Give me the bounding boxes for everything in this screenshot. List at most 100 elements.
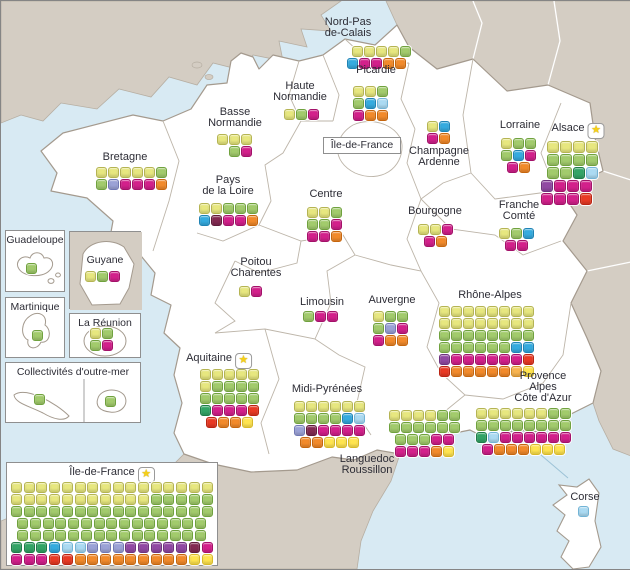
region-label-rhone-alpes: Rhône-Alpes xyxy=(458,290,522,301)
corsica-outline xyxy=(552,478,602,569)
region-label-bretagne: Bretagne xyxy=(103,152,148,163)
data-square-magenta xyxy=(507,162,518,173)
data-square-pale-yellow xyxy=(560,141,572,153)
data-square-magenta xyxy=(201,542,213,553)
data-square-pale-yellow xyxy=(112,494,124,505)
data-square-pale-yellow xyxy=(199,203,210,214)
data-square-green xyxy=(90,340,101,351)
data-square-magenta xyxy=(517,240,528,251)
data-square-orange xyxy=(99,554,111,565)
data-square-pale-yellow xyxy=(499,318,510,329)
data-square-green xyxy=(118,530,130,541)
data-square-magenta xyxy=(132,179,143,190)
data-square-orange xyxy=(112,554,124,565)
data-square-bright-yellow xyxy=(201,554,213,565)
data-square-green xyxy=(487,342,498,353)
data-square-pale-yellow xyxy=(586,141,598,153)
region-label-line: Lorraine xyxy=(499,119,541,131)
data-square-pale-yellow xyxy=(463,318,474,329)
data-square-teal-green xyxy=(23,542,35,553)
data-square-pale-yellow xyxy=(138,482,149,493)
data-square-magenta xyxy=(524,432,535,443)
data-square-pale-yellow xyxy=(125,482,137,493)
region-label-line: Auvergne xyxy=(368,294,416,306)
inset-label-guyane: Guyane xyxy=(86,254,124,266)
data-square-pale-yellow xyxy=(87,482,99,493)
data-square-green xyxy=(150,494,162,505)
data-square-pale-yellow xyxy=(354,401,365,412)
data-square-green xyxy=(294,413,305,424)
region-label-nord-pas-de-calais: Nord-Pas de-Calais xyxy=(325,17,371,39)
data-square-green xyxy=(499,330,510,341)
data-square-magenta xyxy=(327,311,338,322)
data-square-magenta xyxy=(223,215,234,226)
data-square-pale-yellow xyxy=(547,141,559,153)
data-square-green xyxy=(511,228,522,239)
data-square-green xyxy=(512,420,523,431)
data-square-magenta xyxy=(443,434,454,445)
data-square-magenta xyxy=(566,180,579,192)
data-square-orange xyxy=(499,366,510,377)
data-square-orange xyxy=(385,335,396,346)
region-label-line: Corse xyxy=(570,491,600,503)
data-square-orange xyxy=(125,554,137,565)
data-square-maroon xyxy=(188,542,200,553)
data-square-green xyxy=(451,330,462,341)
data-square-orange xyxy=(397,335,408,346)
data-square-magenta xyxy=(109,271,120,282)
data-square-pale-yellow xyxy=(512,408,523,419)
data-square-green xyxy=(560,408,571,419)
data-square-light-blue xyxy=(61,542,73,553)
data-square-green xyxy=(353,98,364,109)
inset-guadeloupe: Guadeloupe xyxy=(5,230,65,292)
data-square-green xyxy=(163,506,175,517)
data-square-green xyxy=(42,530,54,541)
data-square-pale-yellow xyxy=(144,167,155,178)
data-square-pale-yellow xyxy=(99,482,111,493)
data-square-magenta xyxy=(397,323,408,334)
france-outline xyxy=(40,24,604,473)
data-square-pale-yellow xyxy=(463,306,474,317)
inset-label-la-reunion: La Réunion xyxy=(78,317,132,329)
region-label-line: Roussillon xyxy=(341,464,393,476)
data-square-green xyxy=(463,330,474,341)
data-square-orange xyxy=(494,444,505,455)
data-square-pale-yellow xyxy=(401,410,412,421)
data-square-blue xyxy=(523,342,534,353)
region-label-line: Picardie xyxy=(356,64,396,76)
data-square-magenta xyxy=(511,354,522,365)
data-square-teal-green xyxy=(11,542,22,553)
data-square-pale-yellow xyxy=(36,482,48,493)
data-square-magenta xyxy=(307,231,318,242)
region-label-line: Côte d'Azur xyxy=(514,392,572,404)
data-square-green xyxy=(536,420,547,431)
data-square-magenta xyxy=(548,432,559,443)
data-square-green xyxy=(195,518,207,529)
data-square-green xyxy=(11,506,22,517)
data-square-magenta xyxy=(407,446,418,457)
data-square-green xyxy=(112,506,124,517)
data-square-blue xyxy=(439,121,450,132)
data-square-maroon xyxy=(211,215,222,226)
data-square-pale-yellow xyxy=(90,328,101,339)
data-square-green xyxy=(105,396,116,407)
data-square-orange xyxy=(439,133,450,144)
data-square-green xyxy=(17,530,29,541)
data-square-magenta xyxy=(212,405,223,416)
data-square-green xyxy=(144,518,156,529)
data-square-green xyxy=(236,393,247,404)
data-square-pale-yellow xyxy=(476,408,487,419)
data-square-pale-yellow xyxy=(36,494,48,505)
data-square-magenta xyxy=(525,150,536,161)
data-square-green xyxy=(377,86,388,97)
data-square-green xyxy=(511,330,522,341)
data-square-green xyxy=(23,506,35,517)
data-square-green xyxy=(319,219,330,230)
data-square-green xyxy=(547,167,559,179)
data-square-pale-yellow xyxy=(61,494,73,505)
data-square-maroon xyxy=(306,425,317,436)
data-square-pale-yellow xyxy=(387,46,399,57)
data-square-pale-yellow xyxy=(451,318,462,329)
data-square-magenta xyxy=(318,425,329,436)
data-square-green xyxy=(487,330,498,341)
